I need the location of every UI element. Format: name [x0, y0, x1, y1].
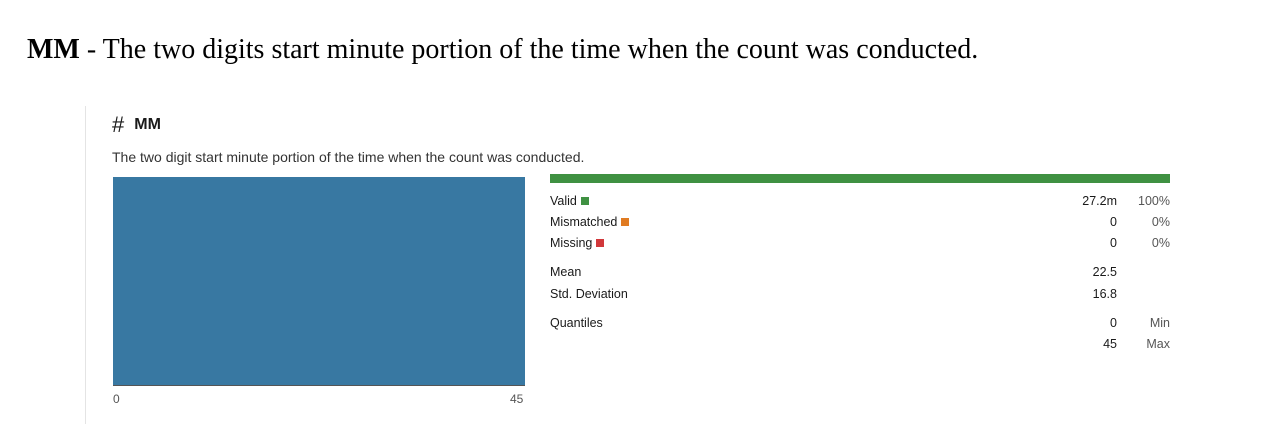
missing-percent: 0%: [1151, 236, 1170, 250]
stat-mismatched: Mismatched 0 0%: [550, 215, 1170, 233]
stat-quantile-max: 45 Max: [550, 337, 1170, 355]
missing-label: Missing: [550, 236, 593, 250]
stats-panel: Valid 27.2m 100% Mismatched 0 0% Missing…: [550, 174, 1172, 414]
std-value: 16.8: [1092, 287, 1117, 301]
mean-label: Mean: [550, 265, 582, 279]
histogram-bar: [113, 177, 525, 385]
histogram-axis: [113, 385, 525, 386]
column-name: MM: [134, 116, 161, 133]
std-label: Std. Deviation: [550, 287, 628, 301]
column-description: The two digit start minute portion of th…: [112, 149, 585, 165]
mismatched-value: 0: [1110, 215, 1117, 229]
quantile-max-value: 45: [1103, 337, 1117, 351]
valid-legend-square: [580, 196, 589, 205]
stat-std: Std. Deviation 16.8: [550, 287, 1170, 305]
missing-legend-square: [596, 238, 605, 247]
stat-missing: Missing 0 0%: [550, 236, 1170, 254]
document-heading: MM - The two digits start minute portion…: [27, 34, 978, 66]
quantile-max-label: Max: [1146, 337, 1170, 351]
column-header: # MM: [112, 114, 161, 136]
quantiles-label: Quantiles: [550, 316, 603, 330]
valid-label: Valid: [550, 194, 577, 208]
valid-proportion-bar: [550, 174, 1170, 183]
mismatched-legend-square: [621, 217, 630, 226]
heading-column-name: MM: [27, 34, 80, 65]
stat-mean: Mean 22.5: [550, 265, 1170, 283]
stat-valid: Valid 27.2m 100%: [550, 194, 1170, 212]
x-tick-max: 45: [510, 392, 524, 406]
heading-description: - The two digits start minute portion of…: [79, 34, 979, 65]
hash-icon: #: [112, 112, 125, 137]
x-tick-min: 0: [113, 392, 120, 406]
stat-quantile-min: Quantiles 0 Min: [550, 316, 1170, 334]
quantile-min-label: Min: [1149, 316, 1170, 330]
missing-value: 0: [1110, 236, 1117, 250]
mean-value: 22.5: [1092, 265, 1117, 279]
column-summary-card: # MM The two digit start minute portion …: [85, 106, 1196, 424]
quantile-min-value: 0: [1110, 316, 1117, 330]
valid-value: 27.2m: [1082, 194, 1117, 208]
valid-percent: 100%: [1138, 194, 1170, 208]
mismatched-label: Mismatched: [550, 215, 618, 229]
histogram: [113, 176, 525, 386]
mismatched-percent: 0%: [1151, 215, 1170, 229]
